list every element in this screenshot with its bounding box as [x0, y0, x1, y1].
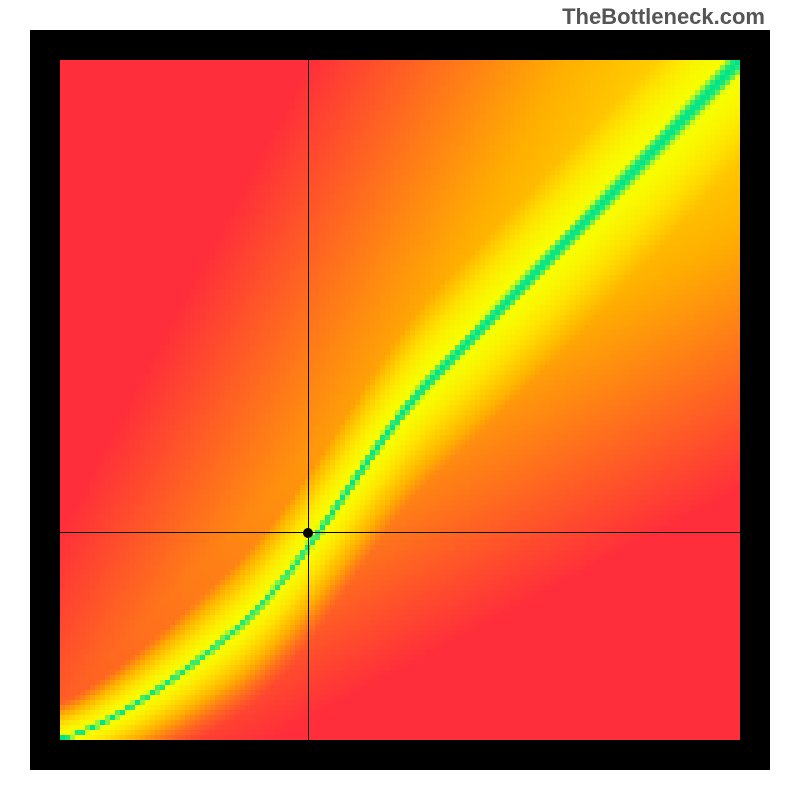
crosshair-horizontal: [60, 532, 740, 533]
chart-container: TheBottleneck.com: [0, 0, 800, 800]
watermark-text: TheBottleneck.com: [562, 4, 765, 30]
heatmap-canvas: [60, 60, 740, 740]
crosshair-vertical: [308, 60, 309, 740]
plot-area: [60, 60, 740, 740]
marker-dot: [303, 528, 313, 538]
